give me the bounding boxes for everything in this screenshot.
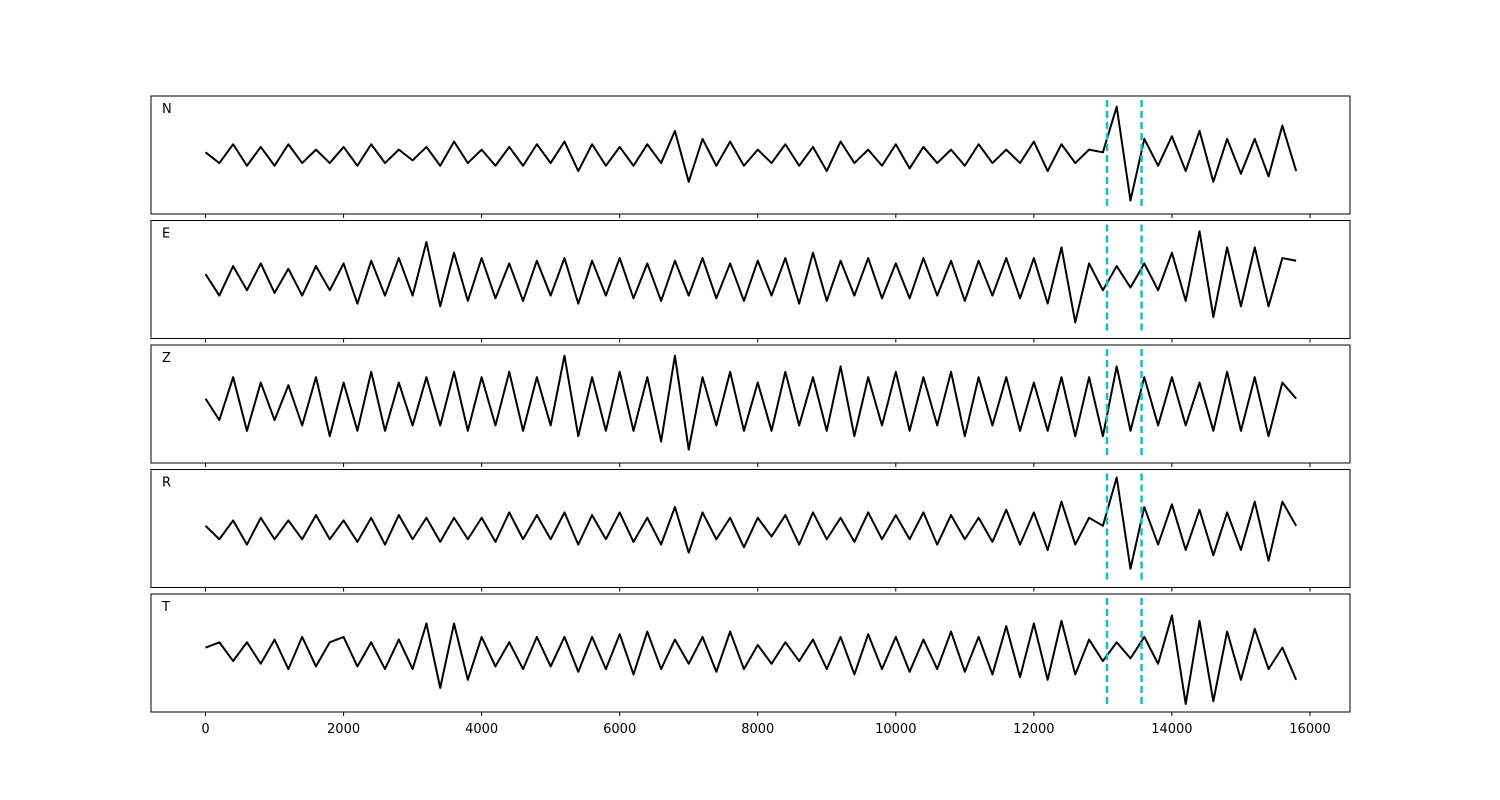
waveform: [205, 614, 1298, 705]
panel-frame: [150, 593, 1351, 713]
waveform: [204, 354, 1297, 451]
panel-frame: [150, 220, 1351, 339]
x-tick-label: 14000: [1151, 722, 1192, 737]
x-tick-label: 16000: [1289, 722, 1330, 737]
x-tick-label: 12000: [1013, 722, 1054, 737]
x-tick-label: 0: [201, 722, 209, 737]
panel-label: E: [162, 227, 170, 242]
panel-label: N: [162, 102, 172, 117]
panel-frame: [150, 344, 1351, 464]
x-tick-label: 2000: [327, 722, 360, 737]
waveform: [204, 476, 1298, 570]
panel-label: T: [161, 600, 170, 615]
x-tick-label: 6000: [603, 722, 636, 737]
panel-frame: [150, 95, 1351, 215]
waveform: [204, 230, 1297, 324]
waveform: [204, 105, 1298, 202]
x-tick-label: 4000: [465, 722, 498, 737]
x-tick-label: 10000: [875, 722, 916, 737]
x-tick-label: 8000: [741, 722, 774, 737]
panel-label: R: [162, 476, 171, 491]
panel-frame: [150, 469, 1351, 588]
panel-label: Z: [162, 351, 171, 366]
